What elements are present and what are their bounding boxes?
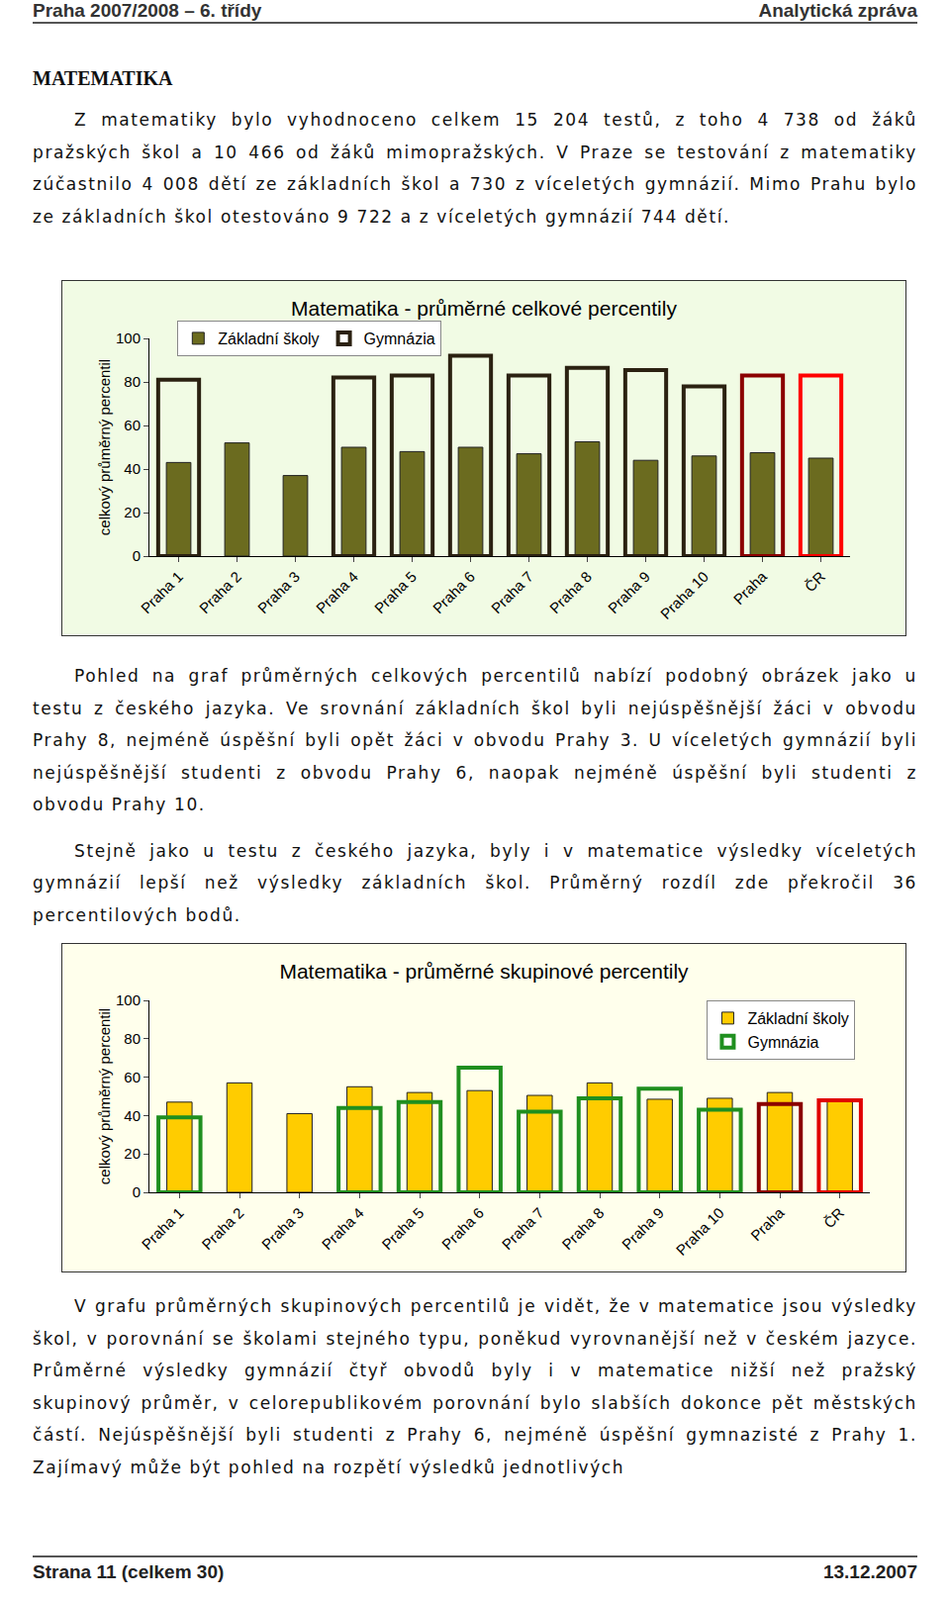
svg-text:20: 20 <box>123 503 141 521</box>
svg-text:Praha: Praha <box>730 567 771 608</box>
svg-text:Praha 7: Praha 7 <box>498 1204 548 1253</box>
svg-text:100: 100 <box>115 991 141 1009</box>
svg-text:60: 60 <box>123 1068 141 1086</box>
svg-text:Praha 8: Praha 8 <box>546 568 595 617</box>
svg-text:40: 40 <box>123 460 141 477</box>
svg-text:ČR: ČR <box>801 568 829 595</box>
svg-text:Praha 3: Praha 3 <box>258 1204 307 1253</box>
svg-text:0: 0 <box>132 547 141 565</box>
svg-text:Gymnázia: Gymnázia <box>747 1034 819 1051</box>
svg-text:Praha 1: Praha 1 <box>138 1204 188 1253</box>
svg-text:Praha: Praha <box>747 1203 788 1244</box>
svg-text:Praha 2: Praha 2 <box>195 568 245 617</box>
svg-text:ČR: ČR <box>820 1204 848 1232</box>
svg-text:Matematika - průměrné skupinov: Matematika - průměrné skupinové percenti… <box>279 959 689 983</box>
svg-text:Praha 1: Praha 1 <box>137 568 187 617</box>
svg-text:40: 40 <box>123 1107 141 1125</box>
svg-text:Praha 9: Praha 9 <box>618 1204 667 1253</box>
svg-text:Praha 2: Praha 2 <box>197 1204 247 1253</box>
html-text:Stejně jako u testu z českého: Stejně jako u testu z českého jazyka, by… <box>32 840 918 925</box>
svg-text:celkový průměrný percentil: celkový průměrný percentil <box>95 1008 113 1185</box>
html-text:Analytická zpráva: Analytická zpráva <box>758 0 918 21</box>
svg-text:Gymnázia: Gymnázia <box>364 330 436 348</box>
svg-text:Praha 6: Praha 6 <box>429 568 478 617</box>
svg-text:Praha 4: Praha 4 <box>318 1204 368 1253</box>
svg-text:Praha 10: Praha 10 <box>672 1204 728 1259</box>
html-text:Strana 11 (celkem 30): Strana 11 (celkem 30) <box>32 1561 224 1583</box>
svg-text:100: 100 <box>115 329 141 347</box>
svg-text:Praha 9: Praha 9 <box>604 568 654 617</box>
svg-text:celkový průměrný percentil: celkový průměrný percentil <box>95 359 113 536</box>
svg-text:80: 80 <box>123 373 141 390</box>
html-text:Pohled na graf průměrných celk: Pohled na graf průměrných celkových perc… <box>32 665 918 815</box>
svg-text:Základní školy: Základní školy <box>747 1010 849 1028</box>
svg-text:Základní školy: Základní školy <box>217 330 319 348</box>
svg-text:Matematika - průměrné celkové: Matematika - průměrné celkové percentily <box>290 296 677 320</box>
svg-text:Praha 7: Praha 7 <box>487 568 537 617</box>
svg-text:Praha 6: Praha 6 <box>438 1204 487 1253</box>
svg-text:Praha 8: Praha 8 <box>558 1204 607 1253</box>
svg-text:20: 20 <box>123 1144 141 1162</box>
html-text:Z matematiky bylo vyhodnoceno: Z matematiky bylo vyhodnoceno celkem 15 … <box>32 109 918 227</box>
html-text:13.12.2007: 13.12.2007 <box>823 1561 918 1583</box>
svg-text:Praha 4: Praha 4 <box>312 568 362 617</box>
html-text:V grafu průměrných skupinových: V grafu průměrných skupinových percentil… <box>32 1296 918 1477</box>
svg-text:80: 80 <box>123 1030 141 1047</box>
svg-text:60: 60 <box>123 416 141 434</box>
html-text:MATEMATIKA: MATEMATIKA <box>32 67 173 90</box>
svg-text:Praha 5: Praha 5 <box>371 568 420 617</box>
svg-text:Praha 3: Praha 3 <box>254 568 303 617</box>
svg-text:Praha 5: Praha 5 <box>378 1204 427 1253</box>
svg-text:Praha 10: Praha 10 <box>657 568 712 623</box>
html-text:Praha 2007/2008 – 6. třídy: Praha 2007/2008 – 6. třídy <box>32 0 262 21</box>
svg-text:0: 0 <box>132 1183 141 1201</box>
